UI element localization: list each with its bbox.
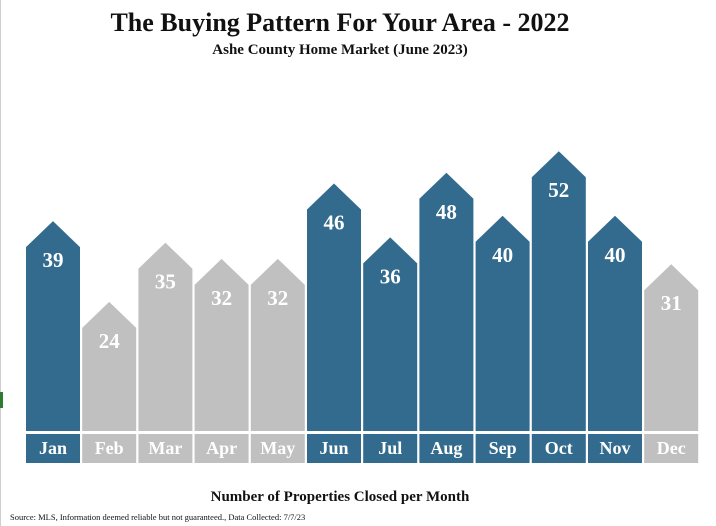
bar-mar [138, 242, 193, 431]
data-label-mar: 35 [155, 270, 176, 294]
tick-label-jul: Jul [378, 438, 402, 458]
left-frame-border [0, 0, 1, 526]
data-label-jul: 36 [380, 264, 401, 288]
data-label-jan: 39 [43, 248, 64, 272]
month-cell-mar [138, 434, 193, 463]
month-cell-nov [588, 434, 642, 463]
data-label-feb: 24 [99, 329, 121, 353]
chart-title: The Buying Pattern For Your Area - 2022 [110, 8, 570, 37]
data-label-nov: 40 [605, 243, 626, 267]
month-cell-sep [475, 434, 530, 463]
month-cell-apr [194, 434, 249, 463]
left-frame-marker [0, 392, 3, 408]
bar-aug [419, 172, 474, 431]
month-cell-dec [644, 434, 699, 463]
month-cell-oct [531, 434, 586, 463]
tick-label-nov: Nov [600, 438, 631, 458]
tick-label-sep: Sep [489, 438, 517, 458]
tick-label-jun: Jun [319, 438, 348, 458]
tick-label-jan: Jan [39, 438, 67, 458]
tick-label-feb: Feb [95, 438, 124, 458]
bar-apr [194, 258, 249, 431]
data-label-oct: 52 [548, 178, 569, 202]
data-label-apr: 32 [211, 286, 232, 310]
data-label-jun: 46 [324, 211, 345, 235]
month-cell-may [250, 434, 305, 463]
tick-label-apr: Apr [206, 438, 237, 458]
bar-sep [475, 215, 530, 431]
bar-jul [363, 237, 418, 431]
data-label-dec: 31 [661, 291, 682, 315]
tick-label-mar: Mar [148, 438, 182, 458]
chart-subtitle: Ashe County Home Market (June 2023) [212, 42, 468, 58]
data-label-may: 32 [267, 286, 288, 310]
month-cell-jun [307, 434, 361, 463]
data-label-aug: 48 [436, 200, 457, 224]
bar-nov [588, 215, 642, 431]
bar-jun [307, 183, 361, 431]
month-cell-feb [82, 434, 137, 463]
tick-label-dec: Dec [657, 438, 686, 458]
x-axis-label: Number of Properties Closed per Month [210, 489, 470, 505]
tick-label-aug: Aug [430, 438, 462, 458]
month-cell-aug [419, 434, 474, 463]
month-cell-jan [26, 434, 80, 463]
bar-jan [26, 221, 80, 431]
bar-oct [531, 151, 586, 432]
bar-may [250, 258, 305, 431]
source-note: Source: MLS, Information deemed reliable… [10, 512, 306, 522]
bar-feb [82, 301, 137, 431]
tick-label-may: May [260, 438, 295, 458]
data-label-sep: 40 [492, 243, 513, 267]
bar-dec [644, 264, 699, 431]
month-cell-jul [363, 434, 418, 463]
tick-label-oct: Oct [545, 438, 573, 458]
